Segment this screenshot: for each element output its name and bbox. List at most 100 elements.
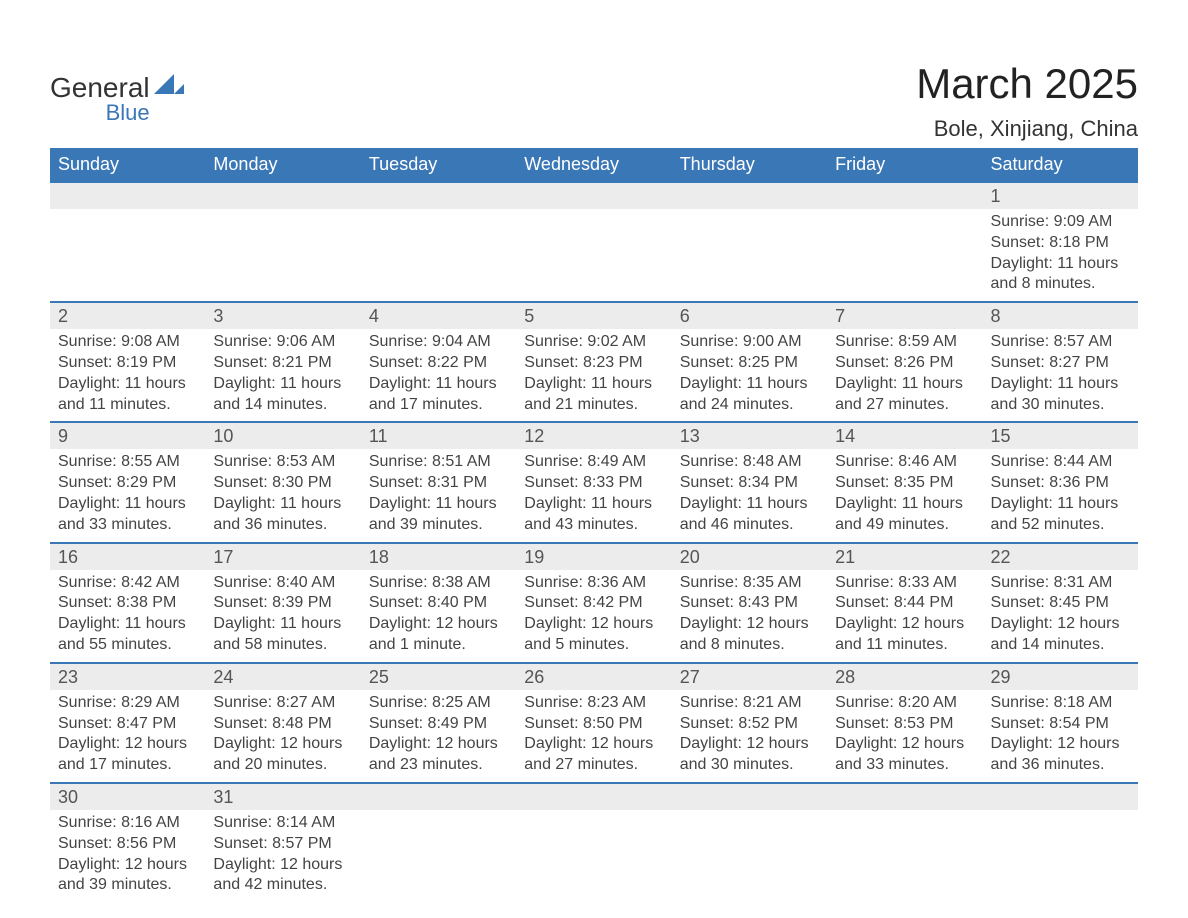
day-number: 1 <box>983 183 1138 209</box>
day-number <box>361 784 516 810</box>
day-cell-body <box>361 209 516 302</box>
day-details: Sunrise: 9:00 AMSunset: 8:25 PMDaylight:… <box>672 329 827 421</box>
day-d2: and 55 minutes. <box>58 635 197 656</box>
day-cell-body: Sunrise: 8:40 AMSunset: 8:39 PMDaylight:… <box>205 570 360 663</box>
day-ss: Sunset: 8:44 PM <box>835 593 974 614</box>
day-d1: Daylight: 12 hours <box>991 734 1130 755</box>
logo-word2: Blue <box>50 102 150 124</box>
day-details: Sunrise: 8:57 AMSunset: 8:27 PMDaylight:… <box>983 329 1138 421</box>
day-ss: Sunset: 8:34 PM <box>680 473 819 494</box>
day-cell-num <box>827 783 982 810</box>
day-details: Sunrise: 8:44 AMSunset: 8:36 PMDaylight:… <box>983 449 1138 541</box>
day-d1: Daylight: 12 hours <box>991 614 1130 635</box>
day-cell-num <box>827 182 982 209</box>
day-details: Sunrise: 8:59 AMSunset: 8:26 PMDaylight:… <box>827 329 982 421</box>
day-cell-num <box>361 182 516 209</box>
day-ss: Sunset: 8:49 PM <box>369 714 508 735</box>
day-cell-body <box>516 209 671 302</box>
week-daynum-row: 23242526272829 <box>50 663 1138 690</box>
week-daynum-row: 2345678 <box>50 302 1138 329</box>
week-body-row: Sunrise: 8:42 AMSunset: 8:38 PMDaylight:… <box>50 570 1138 663</box>
day-cell-num: 12 <box>516 422 671 449</box>
day-sr: Sunrise: 8:14 AM <box>213 813 352 834</box>
day-number: 24 <box>205 664 360 690</box>
day-ss: Sunset: 8:40 PM <box>369 593 508 614</box>
day-sr: Sunrise: 8:36 AM <box>524 573 663 594</box>
day-cell-body: Sunrise: 8:14 AMSunset: 8:57 PMDaylight:… <box>205 810 360 902</box>
day-d2: and 42 minutes. <box>213 875 352 896</box>
day-d1: Daylight: 11 hours <box>991 494 1130 515</box>
day-d2: and 11 minutes. <box>58 395 197 416</box>
day-cell-num <box>361 783 516 810</box>
day-number: 26 <box>516 664 671 690</box>
day-sr: Sunrise: 8:18 AM <box>991 693 1130 714</box>
page-header: General Blue March 2025 Bole, Xinjiang, … <box>50 60 1138 142</box>
day-cell-body: Sunrise: 9:09 AMSunset: 8:18 PMDaylight:… <box>983 209 1138 302</box>
day-sr: Sunrise: 8:29 AM <box>58 693 197 714</box>
day-d1: Daylight: 12 hours <box>524 614 663 635</box>
day-sr: Sunrise: 8:55 AM <box>58 452 197 473</box>
day-cell-body: Sunrise: 8:23 AMSunset: 8:50 PMDaylight:… <box>516 690 671 783</box>
day-details: Sunrise: 8:20 AMSunset: 8:53 PMDaylight:… <box>827 690 982 782</box>
day-details: Sunrise: 8:25 AMSunset: 8:49 PMDaylight:… <box>361 690 516 782</box>
day-sr: Sunrise: 8:49 AM <box>524 452 663 473</box>
day-ss: Sunset: 8:33 PM <box>524 473 663 494</box>
day-cell-num: 16 <box>50 543 205 570</box>
day-details: Sunrise: 8:48 AMSunset: 8:34 PMDaylight:… <box>672 449 827 541</box>
day-sr: Sunrise: 8:46 AM <box>835 452 974 473</box>
day-cell-num <box>205 182 360 209</box>
day-number: 23 <box>50 664 205 690</box>
day-d2: and 30 minutes. <box>680 755 819 776</box>
day-cell-num: 6 <box>672 302 827 329</box>
day-cell-body <box>516 810 671 902</box>
logo-word1: General <box>50 72 150 103</box>
day-d1: Daylight: 11 hours <box>680 374 819 395</box>
day-number <box>50 183 205 209</box>
day-number: 3 <box>205 303 360 329</box>
day-sr: Sunrise: 8:51 AM <box>369 452 508 473</box>
day-d2: and 8 minutes. <box>991 274 1130 295</box>
day-cell-body: Sunrise: 9:08 AMSunset: 8:19 PMDaylight:… <box>50 329 205 422</box>
day-number <box>827 183 982 209</box>
day-cell-num: 26 <box>516 663 671 690</box>
day-sr: Sunrise: 8:33 AM <box>835 573 974 594</box>
day-details <box>672 810 827 820</box>
day-cell-num: 15 <box>983 422 1138 449</box>
day-header: Thursday <box>672 148 827 182</box>
calendar-header-row: SundayMondayTuesdayWednesdayThursdayFrid… <box>50 148 1138 182</box>
day-cell-body: Sunrise: 9:00 AMSunset: 8:25 PMDaylight:… <box>672 329 827 422</box>
day-number: 5 <box>516 303 671 329</box>
day-number: 6 <box>672 303 827 329</box>
day-d1: Daylight: 12 hours <box>58 734 197 755</box>
day-cell-num: 24 <box>205 663 360 690</box>
day-number <box>205 183 360 209</box>
day-number: 9 <box>50 423 205 449</box>
day-number: 11 <box>361 423 516 449</box>
day-d1: Daylight: 11 hours <box>213 494 352 515</box>
day-d1: Daylight: 12 hours <box>680 614 819 635</box>
day-number <box>361 183 516 209</box>
day-d2: and 24 minutes. <box>680 395 819 416</box>
day-number: 14 <box>827 423 982 449</box>
day-sr: Sunrise: 8:48 AM <box>680 452 819 473</box>
logo-shape-icon <box>154 74 184 103</box>
day-d1: Daylight: 11 hours <box>58 494 197 515</box>
day-ss: Sunset: 8:36 PM <box>991 473 1130 494</box>
day-d1: Daylight: 11 hours <box>213 614 352 635</box>
day-cell-num: 28 <box>827 663 982 690</box>
day-cell-body: Sunrise: 8:49 AMSunset: 8:33 PMDaylight:… <box>516 449 671 542</box>
day-cell-body: Sunrise: 8:25 AMSunset: 8:49 PMDaylight:… <box>361 690 516 783</box>
day-details: Sunrise: 9:04 AMSunset: 8:22 PMDaylight:… <box>361 329 516 421</box>
day-sr: Sunrise: 9:09 AM <box>991 212 1130 233</box>
day-d1: Daylight: 11 hours <box>58 374 197 395</box>
week-daynum-row: 9101112131415 <box>50 422 1138 449</box>
day-details: Sunrise: 8:21 AMSunset: 8:52 PMDaylight:… <box>672 690 827 782</box>
day-header: Friday <box>827 148 982 182</box>
day-details: Sunrise: 9:08 AMSunset: 8:19 PMDaylight:… <box>50 329 205 421</box>
day-d2: and 30 minutes. <box>991 395 1130 416</box>
day-cell-num: 22 <box>983 543 1138 570</box>
title-block: March 2025 Bole, Xinjiang, China <box>916 60 1138 142</box>
day-d2: and 27 minutes. <box>524 755 663 776</box>
day-cell-num: 25 <box>361 663 516 690</box>
day-header: Saturday <box>983 148 1138 182</box>
